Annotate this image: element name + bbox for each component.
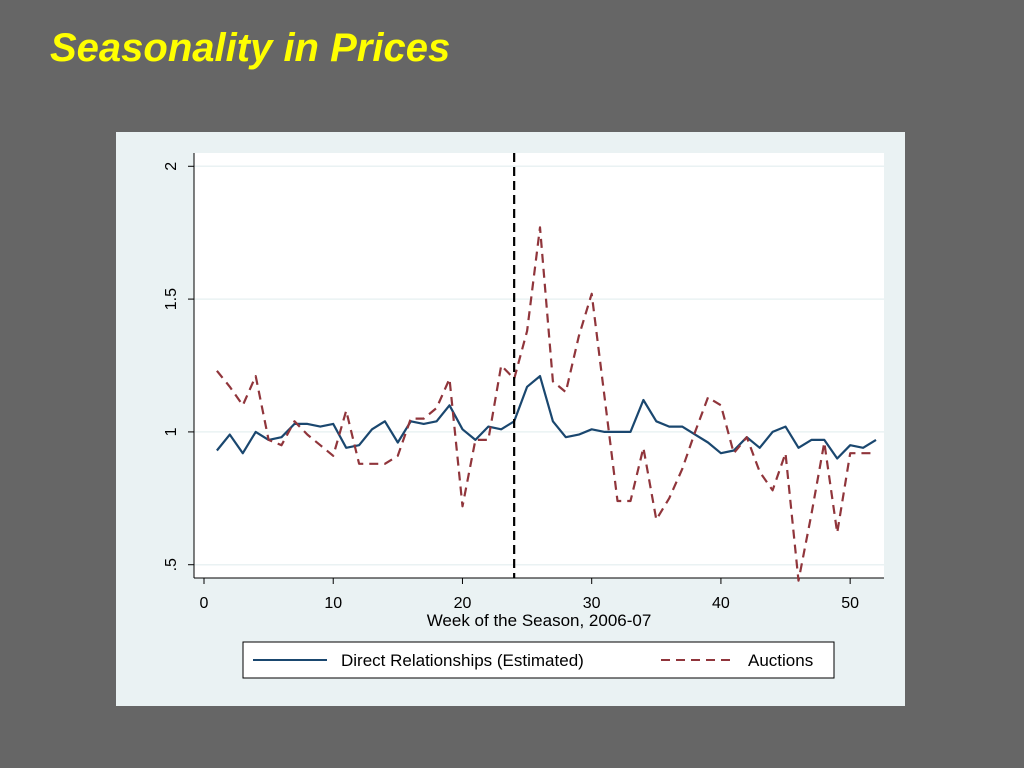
chart-panel: .5 1 1.5 2 0 10 20 30 40 50 Week of the Season, 2… [116, 132, 905, 706]
x-tick-label: 30 [583, 595, 601, 612]
gridlines [194, 165, 884, 566]
price-seasonality-chart: .511.520 10 20 30 40 50 Week of the Season, 2… [163, 153, 884, 679]
tick-layer: .511.520 10 20 30 40 50 [163, 162, 859, 612]
legend-box [242, 641, 835, 679]
legend: Direct Relationships (Estimated) Auction… [242, 641, 835, 679]
x-tick-label: 10 [324, 595, 342, 612]
axes [193, 153, 884, 579]
legend-label-direct: Direct Relationships (Estimated) [341, 651, 584, 670]
legend-label-auctions: Auctions [748, 651, 813, 670]
x-tick-label: 0 [200, 595, 209, 612]
x-tick-label: 50 [841, 595, 859, 612]
y-tick-label: 1 [163, 427, 180, 436]
series-line-auctions [216, 226, 876, 582]
y-tick-label: 2 [163, 162, 180, 171]
y-tick-label: 1.5 [163, 288, 180, 310]
x-tick-label: 20 [454, 595, 472, 612]
y-tick-label: .5 [163, 558, 180, 571]
plot-area [194, 153, 884, 578]
x-tick-label: 40 [712, 595, 730, 612]
series-layer [216, 226, 877, 582]
slide-title: Seasonality in Prices [50, 26, 451, 70]
x-axis-title: Week of the Season, 2006-07 [427, 611, 652, 630]
series-line-direct [216, 375, 877, 460]
